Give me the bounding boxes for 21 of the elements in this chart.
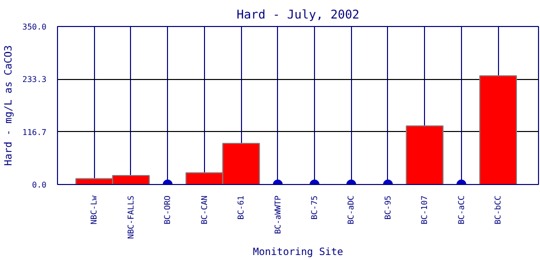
y-axis-title: Hard - mg/L as CaCO3 bbox=[3, 45, 14, 166]
x-tick-label: BC-aDC bbox=[346, 195, 356, 224]
x-tick-label: BC-bCC bbox=[494, 195, 503, 224]
x-tick-label: BC-75 bbox=[310, 195, 320, 220]
x-tick-label: NBC-Lw bbox=[90, 195, 99, 224]
bar bbox=[406, 125, 444, 184]
bar bbox=[479, 75, 517, 184]
x-tick-label: BC-ORO bbox=[163, 195, 172, 224]
x-tick-label: BC-107 bbox=[420, 195, 430, 224]
x-tick-label: BC-95 bbox=[383, 195, 392, 220]
x-tick-label: BC-61 bbox=[236, 195, 246, 220]
x-tick-label: BC-aWWTP bbox=[273, 195, 282, 234]
x-tick-label: BC-aCC bbox=[456, 195, 466, 224]
y-tick-label: 350.0 bbox=[22, 22, 47, 32]
y-tick-label: 233.3 bbox=[22, 75, 47, 84]
y-tick-label: 116.7 bbox=[22, 128, 47, 137]
x-tick-label: BC-CAN bbox=[200, 195, 209, 224]
y-tick-label: 0.0 bbox=[32, 180, 47, 190]
x-axis-title: Monitoring Site bbox=[252, 246, 344, 258]
chart-title: Hard - July, 2002 bbox=[236, 8, 360, 22]
x-tick-label: NBC-FALLS bbox=[126, 195, 136, 239]
